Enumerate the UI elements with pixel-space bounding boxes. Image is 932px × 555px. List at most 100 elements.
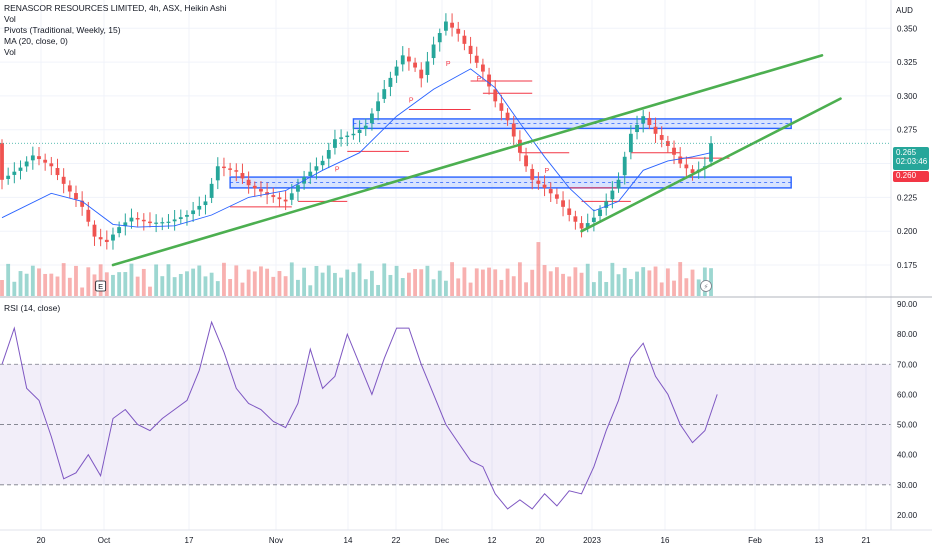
candle[interactable] bbox=[117, 221, 122, 238]
candle[interactable] bbox=[400, 46, 405, 72]
candle[interactable] bbox=[604, 193, 609, 216]
candle[interactable] bbox=[474, 46, 479, 68]
candle[interactable] bbox=[635, 115, 639, 140]
candle[interactable] bbox=[357, 120, 362, 143]
candle[interactable] bbox=[591, 209, 596, 232]
candle[interactable] bbox=[259, 181, 263, 198]
candle[interactable] bbox=[0, 139, 4, 190]
candle[interactable] bbox=[678, 147, 683, 169]
candle[interactable] bbox=[55, 158, 60, 181]
candle[interactable] bbox=[659, 126, 664, 148]
candle[interactable] bbox=[160, 217, 165, 231]
candle[interactable] bbox=[24, 156, 29, 172]
candle[interactable] bbox=[487, 67, 491, 95]
candle[interactable] bbox=[215, 157, 220, 190]
rsi-line[interactable] bbox=[1, 320, 718, 510]
candle[interactable] bbox=[536, 172, 541, 190]
legend-symbol[interactable]: RENASCOR RESOURCES LIMITED, 4h, ASX, Hei… bbox=[4, 3, 227, 13]
candle[interactable] bbox=[234, 163, 239, 182]
candle[interactable] bbox=[665, 135, 670, 153]
legend-ma[interactable]: MA (20, close, 0) bbox=[4, 36, 68, 46]
candle[interactable] bbox=[499, 94, 504, 121]
candle[interactable] bbox=[320, 155, 325, 171]
earnings-marker[interactable] bbox=[95, 280, 107, 292]
candle[interactable] bbox=[314, 157, 319, 180]
candle[interactable] bbox=[419, 62, 424, 88]
candle[interactable] bbox=[148, 212, 152, 228]
candle[interactable] bbox=[511, 115, 516, 145]
candle[interactable] bbox=[49, 156, 54, 176]
candle[interactable] bbox=[308, 162, 313, 185]
legend-vol-2[interactable]: Vol bbox=[4, 47, 16, 57]
candle[interactable] bbox=[67, 180, 72, 199]
candle[interactable] bbox=[468, 36, 473, 64]
candle[interactable] bbox=[561, 191, 565, 217]
candle[interactable] bbox=[462, 30, 467, 51]
candle[interactable] bbox=[6, 167, 11, 185]
candle[interactable] bbox=[548, 182, 553, 202]
candle[interactable] bbox=[98, 228, 103, 247]
candle[interactable] bbox=[178, 209, 183, 224]
candle[interactable] bbox=[647, 111, 652, 130]
candle[interactable] bbox=[172, 209, 177, 231]
candle[interactable] bbox=[283, 190, 288, 211]
candle[interactable] bbox=[135, 212, 140, 227]
candle[interactable] bbox=[493, 80, 498, 108]
candle[interactable] bbox=[185, 210, 189, 226]
candle[interactable] bbox=[123, 213, 128, 236]
candle[interactable] bbox=[80, 191, 85, 216]
candle[interactable] bbox=[277, 192, 282, 208]
candle[interactable] bbox=[209, 177, 214, 204]
currency-label[interactable]: AUD bbox=[896, 6, 913, 15]
candle[interactable] bbox=[203, 194, 208, 215]
candle[interactable] bbox=[524, 147, 528, 172]
legend-rsi[interactable]: RSI (14, close) bbox=[4, 303, 61, 313]
candle[interactable] bbox=[104, 230, 109, 250]
candle[interactable] bbox=[129, 208, 134, 229]
candle[interactable] bbox=[326, 142, 331, 169]
candle[interactable] bbox=[339, 129, 344, 147]
candle[interactable] bbox=[376, 92, 381, 121]
candle[interactable] bbox=[622, 151, 627, 185]
legend-vol[interactable]: Vol bbox=[4, 14, 16, 24]
legend-pivots[interactable]: Pivots (Traditional, Weekly, 15) bbox=[4, 25, 121, 35]
candle[interactable] bbox=[141, 213, 146, 231]
candle[interactable] bbox=[567, 199, 572, 222]
candle[interactable] bbox=[61, 168, 66, 194]
candle[interactable] bbox=[92, 220, 97, 246]
candle[interactable] bbox=[74, 185, 78, 207]
candle[interactable] bbox=[554, 188, 559, 204]
candle[interactable] bbox=[271, 187, 276, 203]
candle[interactable] bbox=[579, 216, 584, 238]
flash-icon[interactable] bbox=[700, 280, 712, 292]
candle[interactable] bbox=[296, 178, 300, 202]
candle[interactable] bbox=[333, 129, 337, 155]
candle[interactable] bbox=[413, 57, 417, 72]
candle[interactable] bbox=[30, 146, 35, 170]
candle[interactable] bbox=[166, 214, 171, 229]
candle[interactable] bbox=[542, 175, 547, 197]
trendline[interactable] bbox=[111, 54, 824, 267]
ma-line[interactable] bbox=[1, 68, 712, 228]
candle[interactable] bbox=[653, 117, 658, 143]
candle[interactable] bbox=[394, 60, 399, 83]
candle[interactable] bbox=[443, 13, 448, 36]
candle[interactable] bbox=[684, 156, 689, 178]
candle[interactable] bbox=[351, 125, 356, 140]
candle[interactable] bbox=[480, 58, 485, 81]
candle[interactable] bbox=[12, 162, 17, 184]
candle[interactable] bbox=[530, 164, 535, 190]
candle[interactable] bbox=[450, 13, 454, 37]
candle[interactable] bbox=[18, 160, 23, 180]
candle[interactable] bbox=[388, 71, 393, 97]
candle[interactable] bbox=[573, 210, 578, 230]
candle[interactable] bbox=[222, 157, 226, 177]
candle[interactable] bbox=[456, 21, 461, 42]
candle[interactable] bbox=[709, 136, 713, 167]
candle[interactable] bbox=[37, 146, 41, 166]
candle[interactable] bbox=[197, 196, 202, 217]
candle[interactable] bbox=[191, 201, 196, 222]
candle[interactable] bbox=[628, 125, 633, 160]
